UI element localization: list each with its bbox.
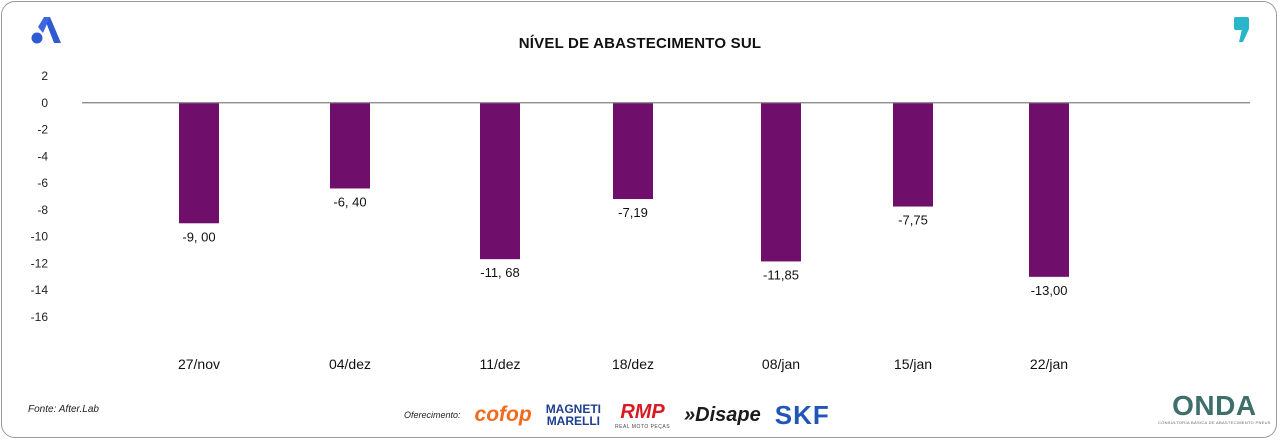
y-tick-label: 0 [41, 96, 48, 110]
disape-logo: »Disape [684, 403, 761, 426]
x-tick-label: 15/jan [894, 356, 932, 372]
after-lab-a-icon [31, 17, 61, 44]
bar [761, 102, 801, 262]
y-tick-label: -6 [37, 176, 48, 190]
sponsors-strip: Oferecimento: cofop MAGNETI MARELLI RMP … [404, 398, 830, 432]
skf-logo: SKF [774, 399, 830, 430]
y-tick-label: -2 [37, 123, 48, 137]
data-label: -11,85 [763, 267, 799, 282]
bar [613, 102, 653, 200]
rmp-logo: RMP REAL MOTO PEÇAS [615, 401, 670, 430]
bar [330, 102, 370, 189]
comma-quote-icon [1234, 17, 1249, 42]
onda-subtitle: CONSULTORIA BÁSICA DE ABASTECIMENTO PNEU… [1158, 420, 1271, 425]
magneti-line1: MAGNETI [545, 402, 602, 416]
chart-title: NÍVEL DE ABASTECIMENTO SUL [518, 35, 762, 52]
x-tick-label: 18/dez [612, 356, 654, 372]
data-label: -6, 40 [333, 194, 366, 209]
bar [480, 102, 520, 260]
data-label: -13,00 [1031, 283, 1068, 298]
y-tick-label: -4 [37, 149, 48, 163]
x-tick-label: 04/dez [329, 356, 371, 372]
y-tick-label: 2 [41, 69, 48, 83]
data-label: -7,19 [618, 205, 648, 220]
y-tick-label: -14 [31, 283, 49, 297]
y-tick-label: -12 [31, 256, 49, 270]
x-tick-label: 22/jan [1030, 356, 1068, 372]
x-tick-label: 11/dez [480, 356, 521, 372]
magneti-marelli-logo: MAGNETI MARELLI [546, 403, 601, 427]
sponsors-label: Oferecimento: [404, 410, 461, 420]
y-tick-label: -8 [37, 203, 48, 217]
source-note: Fonte: After.Lab [28, 404, 99, 415]
data-label: -7,75 [898, 213, 928, 228]
bar [179, 102, 219, 224]
onda-logo: ONDA CONSULTORIA BÁSICA DE ABASTECIMENTO… [1158, 390, 1271, 426]
magneti-line2: MARELLI [546, 414, 601, 428]
y-tick-label: -16 [31, 310, 49, 324]
rmp-word: RMP [620, 400, 665, 423]
cofop-logo: cofop [474, 403, 532, 426]
x-tick-label: 27/nov [178, 356, 220, 372]
rmp-subtitle: REAL MOTO PEÇAS [615, 423, 671, 430]
y-tick-label: -10 [31, 230, 49, 244]
x-tick-label: 08/jan [762, 356, 800, 372]
onda-word: ONDA [1172, 390, 1257, 421]
data-label: -11, 68 [480, 265, 520, 280]
bar [1029, 102, 1069, 277]
bar [893, 102, 933, 207]
data-label: -9, 00 [182, 229, 215, 244]
